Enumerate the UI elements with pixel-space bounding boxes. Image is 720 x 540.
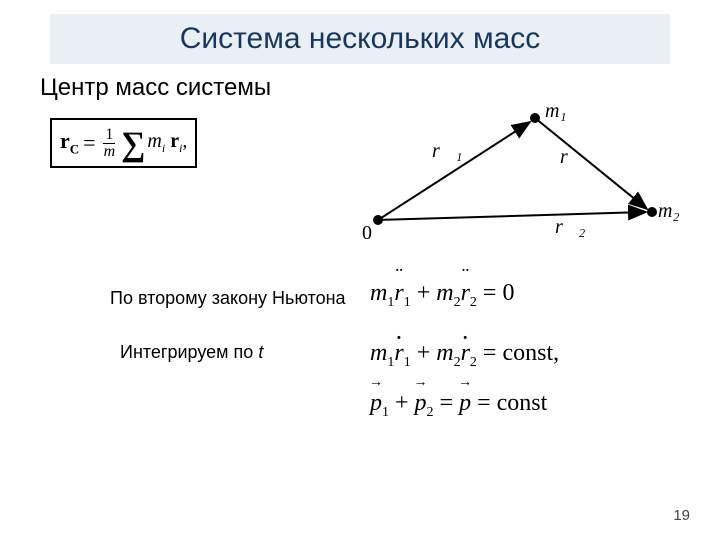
equation-newton: m1r1 + m2r2 = 0 <box>370 280 514 311</box>
label-m1: m₁ <box>545 100 566 123</box>
label-r: r⃗ <box>560 146 583 169</box>
sigma-icon: ∑ <box>121 126 145 164</box>
label-m2: m₂ <box>658 200 679 223</box>
equation-integrated: m1r1 + m2r2 = const, <box>370 340 559 371</box>
title-bar: Система нескольких масс <box>50 14 670 64</box>
label-r2: r⃗₂ <box>555 216 585 239</box>
page-number: 19 <box>673 507 690 524</box>
vector-diagram: 0 m₁ m₂ r⃗₁ r⃗ r⃗₂ <box>360 100 670 255</box>
integrate-line: Интегрируем по t <box>120 342 263 363</box>
slide-title: Система нескольких масс <box>180 22 541 56</box>
fraction: 1 m <box>102 127 118 160</box>
label-origin: 0 <box>362 222 372 245</box>
formula-lhs: rC <box>60 128 79 157</box>
equals-sign: = <box>83 130 95 156</box>
sum-term: mi ri, <box>147 130 187 156</box>
label-r1: r⃗₁ <box>432 140 462 163</box>
diagram-svg <box>360 100 670 255</box>
slide: Система нескольких масс Центр масс систе… <box>0 0 720 540</box>
newton-line: По второму закону Ньютона <box>110 288 346 309</box>
equation-momentum: p1 + p2 = p = const <box>370 390 547 421</box>
subtitle: Центр масс системы <box>40 74 271 102</box>
center-of-mass-formula: rC = 1 m ∑ mi ri, <box>50 118 197 168</box>
